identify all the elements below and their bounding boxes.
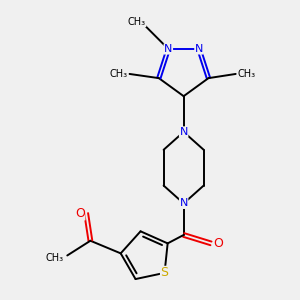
Text: S: S	[160, 266, 169, 279]
Text: N: N	[195, 44, 203, 54]
Text: CH₃: CH₃	[46, 253, 64, 262]
Text: O: O	[214, 237, 224, 250]
Text: N: N	[164, 44, 172, 54]
Text: CH₃: CH₃	[110, 69, 128, 79]
Text: CH₃: CH₃	[128, 16, 146, 27]
Text: O: O	[75, 207, 85, 220]
Text: N: N	[179, 127, 188, 137]
Text: N: N	[179, 198, 188, 208]
Text: CH₃: CH₃	[237, 69, 255, 79]
